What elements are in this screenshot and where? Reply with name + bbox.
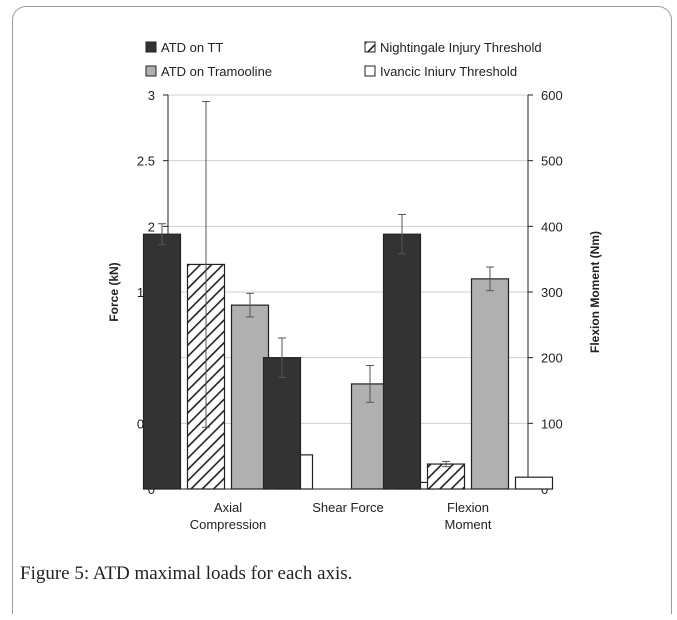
- y-tick-label: 2: [148, 219, 155, 234]
- y2-tick-labels: 0100200300400500600: [541, 88, 563, 497]
- legend-label-nightingale: Nightingale Injury Threshold: [380, 40, 542, 55]
- y2-tick-label: 300: [541, 285, 563, 300]
- category-label: Compression: [190, 517, 267, 532]
- y2-tick-label: 600: [541, 88, 563, 103]
- legend-swatch-ivancic: [364, 65, 376, 77]
- bar-ivancic: [514, 476, 554, 490]
- legend-swatch-atd-tramp: [145, 65, 157, 77]
- y2-tick-label: 100: [541, 416, 563, 431]
- category-label: Moment: [445, 517, 492, 532]
- bar-atd_tt: [142, 233, 182, 490]
- bar-atd_tt: [262, 357, 302, 490]
- figure-caption: Figure 5: ATD maximal loads for each axi…: [20, 563, 353, 584]
- y2-tick-label: 500: [541, 154, 563, 169]
- category-label: Shear Force: [312, 500, 384, 515]
- legend-label-ivancic: Ivancic Iniurv Threshold: [380, 64, 517, 79]
- legend: ATD on TT ATD on Tramooline Nightingale …: [145, 40, 542, 79]
- gridlines: [163, 94, 533, 490]
- bar-atd_tt: [382, 233, 422, 490]
- category-label: Flexion: [447, 500, 489, 515]
- y2-tick-label: 200: [541, 351, 563, 366]
- legend-swatch-atd-tt: [145, 41, 157, 53]
- legend-label-atd-tt: ATD on TT: [161, 40, 223, 55]
- legend-label-atd-tramp: ATD on Tramooline: [161, 64, 272, 79]
- y-axis-title: Force (kN): [107, 262, 121, 321]
- bar-nightingale: [426, 463, 466, 490]
- y-tick-label: 3: [148, 88, 155, 103]
- y2-axis-title: Flexion Moment (Nm): [588, 231, 602, 353]
- category-labels: Axial Compression Shear Force Flexion Moment: [190, 500, 492, 532]
- bar-chart: ATD on TT ATD on Tramooline Nightingale …: [107, 40, 602, 532]
- figure-frame: [12, 6, 672, 614]
- category-label: Axial: [214, 500, 242, 515]
- y2-tick-label: 400: [541, 219, 563, 234]
- y-tick-label: 2.5: [137, 154, 155, 169]
- bars: [142, 101, 554, 490]
- legend-swatch-nightingale: [364, 41, 376, 53]
- bar-atd_tramp: [470, 278, 510, 490]
